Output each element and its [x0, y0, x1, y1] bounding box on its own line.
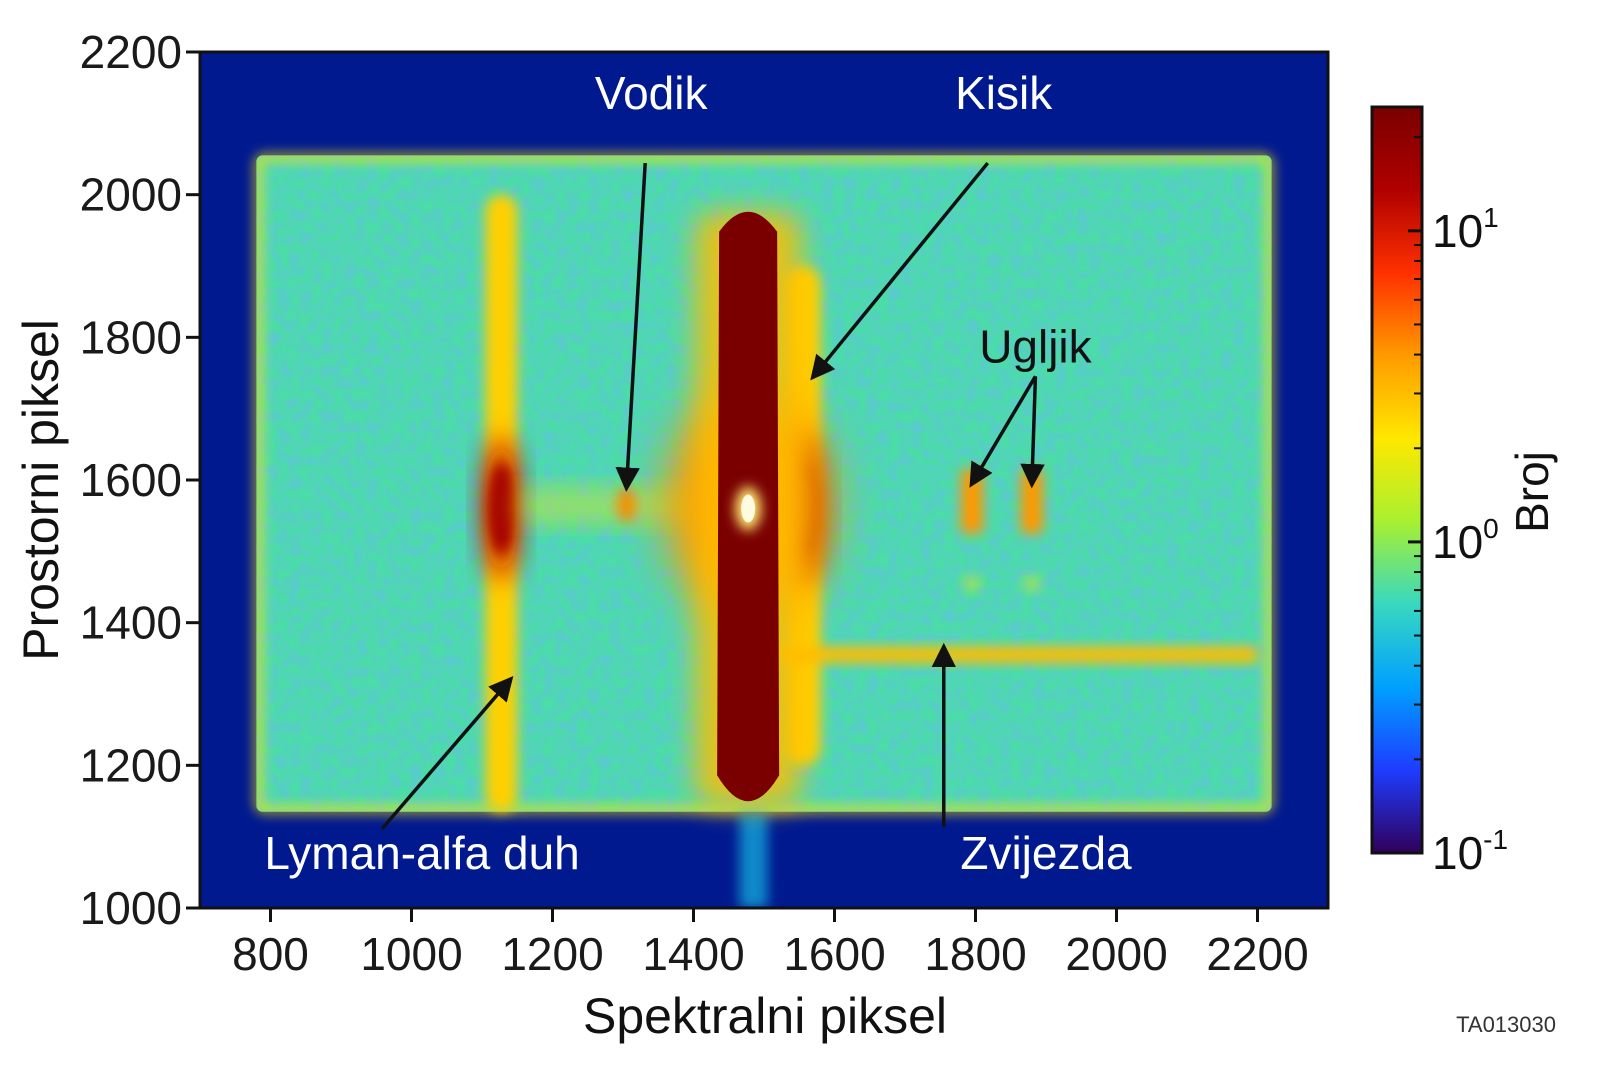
y-tick-label-1400: 1400 — [80, 597, 182, 649]
feature-lyman-alfa-duh — [483, 194, 519, 812]
star-trail-below — [739, 811, 768, 908]
y-axis-title: Prostorni piksel — [13, 319, 69, 661]
annotation-lyman-alfa-duh: Lyman-alfa duh — [264, 827, 579, 879]
annotation-arrow-ugljik-2 — [1020, 376, 1045, 489]
x-tick-label-800: 800 — [232, 928, 309, 980]
annotation-ugljik: Ugljik — [979, 320, 1092, 372]
annotation-arrow-ugljik-1 — [969, 375, 1037, 488]
colorbar-frame — [1370, 105, 1424, 855]
x-tick-label-1200: 1200 — [501, 928, 603, 980]
x-tick-label-1600: 1600 — [783, 928, 885, 980]
x-tick-label-1800: 1800 — [924, 928, 1026, 980]
colorbar-tick-label--1: 10-1 — [1432, 824, 1508, 879]
annotation-arrow-lyman-alfa-duh — [380, 676, 514, 830]
y-tick-label-1000: 1000 — [80, 882, 182, 934]
annotations: Vodik Kisik Ugljik Lyman-alfa duh Zvijezda — [264, 67, 1132, 879]
y-tick-label-1800: 1800 — [80, 311, 182, 363]
colorbar-title: Broj — [1506, 451, 1558, 533]
annotation-kisik: Kisik — [955, 67, 1053, 119]
y-tick-label-1600: 1600 — [80, 454, 182, 506]
x-axis-title: Spektralni piksel — [583, 988, 947, 1044]
colorbar-tick-label-1: 101 — [1432, 202, 1499, 257]
annotation-vodik: Vodik — [595, 67, 709, 119]
axes: 800 1000 1200 1400 1600 1800 2000 2200 1000 1200 1… — [80, 26, 1309, 980]
ugljik-blob-1 — [960, 469, 983, 534]
y-tick-label-2000: 2000 — [80, 169, 182, 221]
colorbar-gradient — [1372, 107, 1422, 853]
colorbar-tick-label-0: 100 — [1432, 513, 1499, 568]
x-tick-label-2000: 2000 — [1065, 928, 1167, 980]
ugljik-tail-1 — [963, 576, 980, 591]
figure-id: TA013030 — [1456, 1012, 1556, 1037]
star-center-core — [741, 494, 756, 523]
annotation-arrow-vodik — [615, 162, 647, 493]
feature-zvijezda — [778, 646, 1258, 663]
annotation-zvijezda: Zvijezda — [960, 827, 1132, 879]
colorbar: 10-1 100 101 — [1370, 105, 1508, 879]
x-tick-label-1000: 1000 — [360, 928, 462, 980]
y-tick-label-2200: 2200 — [80, 26, 182, 78]
heatmap-plot-area — [200, 52, 1328, 908]
ugljik-tail-2 — [1023, 576, 1040, 591]
annotation-arrow-kisik — [810, 161, 990, 381]
x-tick-label-1400: 1400 — [642, 928, 744, 980]
y-tick-label-1200: 1200 — [80, 739, 182, 791]
detector-edge-glow — [255, 154, 1273, 813]
feature-central-star — [666, 211, 830, 806]
lyman-alfa-duh-core — [488, 463, 515, 554]
zvijezda-trail — [778, 646, 1258, 663]
x-tick-label-2200: 2200 — [1206, 928, 1308, 980]
